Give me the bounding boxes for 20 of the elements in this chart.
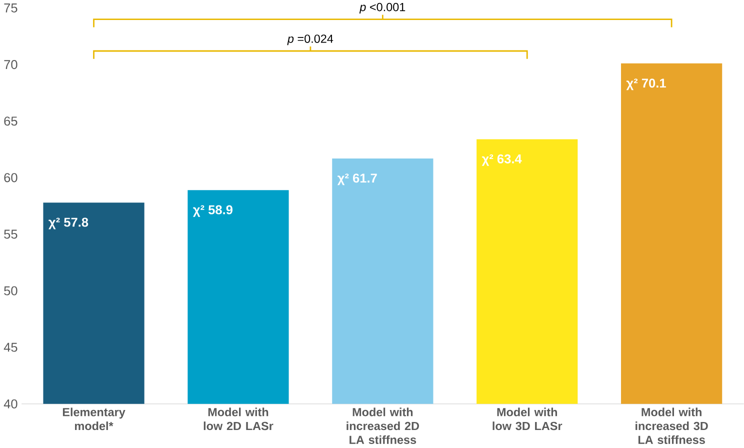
x-tick-label: Model with increased 2D LA stiffness bbox=[346, 408, 419, 444]
x-tick-label: Elementary model* bbox=[62, 408, 126, 430]
data-label: χ² 58.9 bbox=[192, 205, 232, 218]
annotation: p <0.001 bbox=[359, 3, 406, 14]
y-tick-label: 60 bbox=[4, 173, 18, 182]
x-tick-label: Model with increased 3D LA stiffness bbox=[636, 408, 708, 444]
data-label: χ² 57.8 bbox=[48, 218, 88, 230]
y-tick-label: 75 bbox=[4, 4, 18, 13]
y-tick-label: 70 bbox=[4, 60, 18, 70]
y-tick-label: 50 bbox=[4, 286, 18, 296]
data-label: χ² 70.1 bbox=[626, 78, 666, 90]
data-label: χ² 61.7 bbox=[337, 174, 377, 186]
y-tick-label: 65 bbox=[4, 116, 18, 126]
y-tick-label: 40 bbox=[4, 400, 18, 409]
x-tick-label: Model with low 3D LASr bbox=[492, 408, 562, 430]
y-tick-label: 45 bbox=[4, 343, 18, 352]
annotation: p =0.024 bbox=[287, 34, 334, 46]
x-tick-label: Model with low 2D LASr bbox=[204, 408, 274, 430]
data-label: χ² 63.4 bbox=[482, 154, 522, 166]
y-tick-label: 55 bbox=[4, 230, 18, 239]
